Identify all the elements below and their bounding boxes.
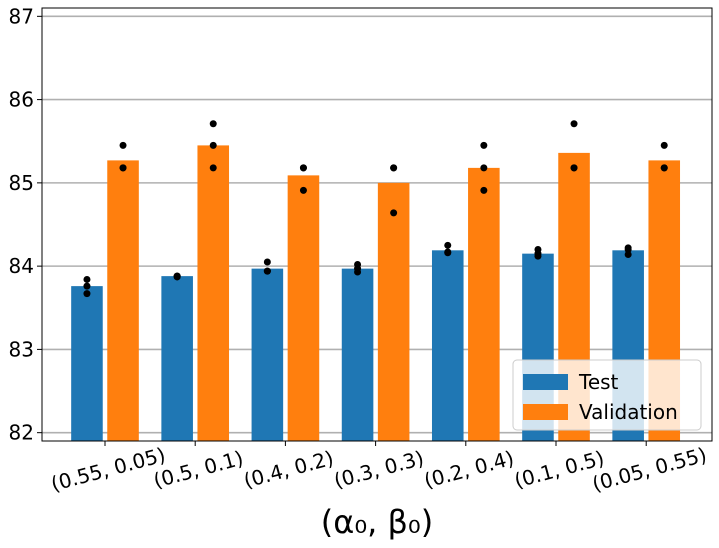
data-point <box>480 186 488 194</box>
legend-swatch <box>523 404 568 420</box>
data-point <box>263 267 271 275</box>
y-tick-label: 87 <box>9 4 34 28</box>
data-point <box>354 268 362 276</box>
bar <box>431 250 464 441</box>
bar <box>377 182 410 441</box>
data-point <box>390 209 398 217</box>
bar <box>251 268 284 441</box>
x-tick-label: (0.2, 0.4) <box>421 446 516 493</box>
data-point <box>444 249 452 257</box>
data-point <box>480 164 488 172</box>
bar <box>107 160 139 441</box>
data-point <box>390 164 398 172</box>
data-point <box>209 164 217 172</box>
bar <box>341 268 374 441</box>
legend: Test Validation <box>512 359 702 431</box>
legend-swatch <box>523 374 568 390</box>
data-point <box>119 141 127 149</box>
data-point <box>660 141 668 149</box>
data-point <box>119 164 127 172</box>
x-tick-label: (0.4, 0.2) <box>241 446 336 493</box>
x-tick-label: (0.5, 0.1) <box>151 446 246 493</box>
data-point <box>83 282 91 290</box>
bar <box>468 167 500 441</box>
data-point <box>480 141 488 149</box>
data-point <box>299 164 307 172</box>
x-axis-label: (α₀, β₀) <box>321 503 433 541</box>
bar <box>71 286 103 441</box>
data-point <box>173 273 181 281</box>
data-point <box>209 120 217 128</box>
bar <box>287 175 320 441</box>
y-tick-label: 86 <box>9 88 34 112</box>
y-tick-label: 84 <box>9 254 34 278</box>
bar <box>197 145 230 441</box>
x-tick-label: (0.3, 0.3) <box>331 446 426 493</box>
bar <box>161 276 193 441</box>
data-point <box>299 186 307 194</box>
plot-frame <box>41 7 713 442</box>
data-point <box>263 258 271 266</box>
y-tick-label: 82 <box>9 421 34 445</box>
data-point <box>624 245 632 253</box>
legend-label: Validation <box>579 400 678 424</box>
x-tick-label: (0.05, 0.55) <box>590 442 710 496</box>
data-point <box>534 252 542 260</box>
y-tick-label: 85 <box>9 171 34 195</box>
data-point <box>209 141 217 149</box>
data-point <box>83 290 91 298</box>
data-point <box>624 250 632 258</box>
y-tick-label: 83 <box>9 337 34 361</box>
data-point <box>570 120 578 128</box>
data-point <box>660 164 668 172</box>
data-point <box>444 241 452 249</box>
data-point <box>570 164 578 172</box>
data-point <box>83 275 91 283</box>
legend-label: Test <box>578 370 619 394</box>
